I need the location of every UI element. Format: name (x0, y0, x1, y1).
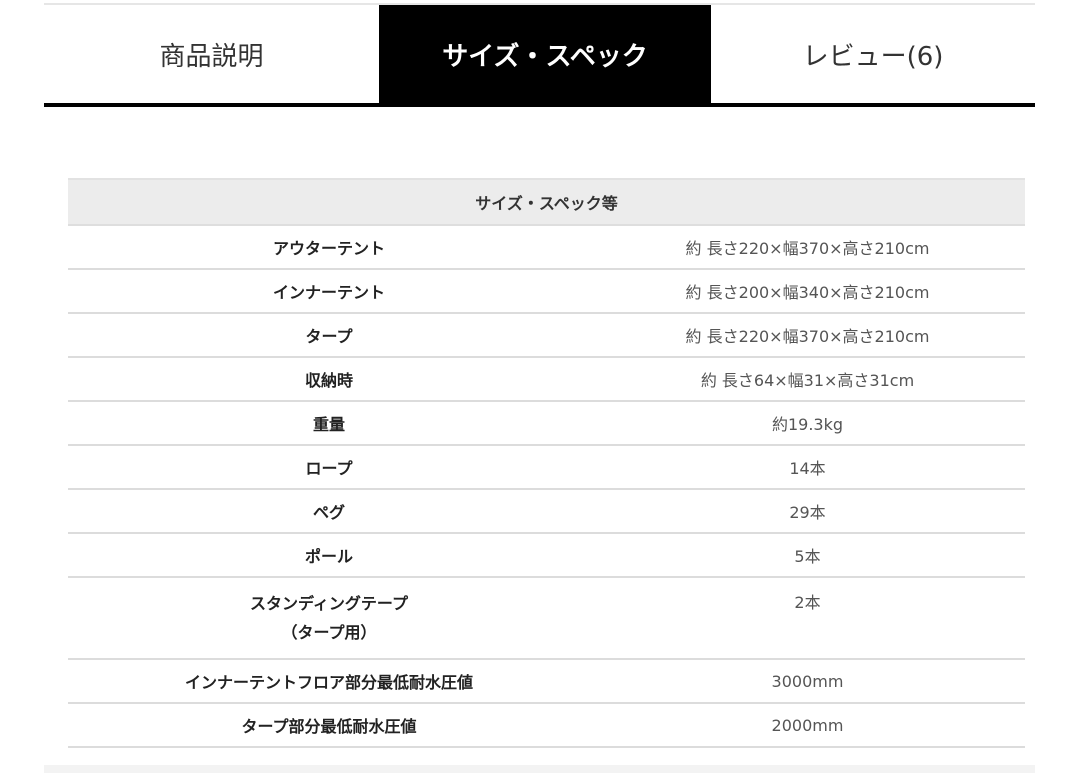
spec-label-text: タープ部分最低耐水圧値 (241, 717, 417, 736)
spec-label: タープ (68, 313, 590, 358)
spec-value: 3000mm (590, 659, 1025, 704)
spec-label-text: インナーテント (272, 283, 385, 302)
tab-bar: 商品説明 サイズ・スペック レビュー(6) (44, 5, 1035, 107)
spec-label-text: ペグ (312, 503, 345, 522)
spec-table-header: サイズ・スペック等 (68, 178, 1025, 226)
table-row: ペグ 29本 (68, 489, 1025, 534)
spec-label: 重量 (68, 401, 590, 446)
table-row: 重量 約19.3kg (68, 401, 1025, 446)
spec-table: サイズ・スペック等 アウターテント約 長さ220×幅370×高さ210cm インナ… (68, 178, 1025, 748)
spec-label: ロープ (68, 445, 590, 490)
bottom-divider (44, 765, 1035, 773)
spec-label: タープ部分最低耐水圧値 (68, 703, 590, 748)
tab-size-spec[interactable]: サイズ・スペック (379, 5, 711, 103)
spec-label: ペグ (68, 489, 590, 534)
spec-value: 2本 (590, 577, 1025, 660)
spec-value: 約 長さ200×幅340×高さ210cm (590, 269, 1025, 314)
spec-label: インナーテント (68, 269, 590, 314)
table-row: タープ部分最低耐水圧値 2000mm (68, 703, 1025, 748)
spec-label-text: インナーテントフロア部分最低耐水圧値 (184, 673, 473, 692)
tab-description[interactable]: 商品説明 (159, 41, 264, 72)
spec-label-text: ロープ (305, 459, 353, 478)
table-row: インナーテントフロア部分最低耐水圧値 3000mm (68, 659, 1025, 704)
spec-value: 14本 (590, 445, 1025, 490)
top-divider (44, 3, 1035, 5)
spec-label-text: タープ (305, 327, 353, 346)
table-row: 収納時 約 長さ64×幅31×高さ31cm (68, 357, 1025, 402)
spec-label-text: アウターテント (272, 239, 385, 258)
spec-label-text: 重量 (312, 415, 345, 434)
spec-label-text: ポール (304, 547, 353, 566)
table-row: アウターテント 約 長さ220×幅370×高さ210cm (68, 225, 1025, 270)
table-row: スタンディングテープ （タープ用） 2本 (68, 577, 1025, 660)
tab-reviews[interactable]: レビュー(6) (802, 41, 944, 72)
spec-value: 29本 (590, 489, 1025, 534)
table-row: タープ 約 長さ220×幅370×高さ210cm (68, 313, 1025, 358)
spec-label: スタンディングテープ （タープ用） (68, 577, 590, 660)
table-row: ポール 5本 (68, 533, 1025, 578)
spec-value: 約19.3kg (590, 401, 1025, 446)
table-row: ロープ 14本 (68, 445, 1025, 490)
spec-value: 5本 (590, 533, 1025, 578)
spec-value: 約 長さ220×幅370×高さ210cm (590, 313, 1025, 358)
spec-value: 2000mm (590, 703, 1025, 748)
spec-label-text: スタンディングテープ (250, 594, 408, 613)
spec-label: ポール (68, 533, 590, 578)
spec-label: 収納時 (68, 357, 590, 402)
spec-label-text: 収納時 (304, 371, 353, 390)
spec-label-sub: （タープ用） (281, 623, 377, 642)
spec-value: 約 長さ220×幅370×高さ210cm (590, 225, 1025, 270)
spec-label: インナーテントフロア部分最低耐水圧値 (68, 659, 590, 704)
table-row: インナーテント 約 長さ200×幅340×高さ210cm (68, 269, 1025, 314)
spec-label: アウターテント (68, 225, 590, 270)
spec-value: 約 長さ64×幅31×高さ31cm (590, 357, 1025, 402)
